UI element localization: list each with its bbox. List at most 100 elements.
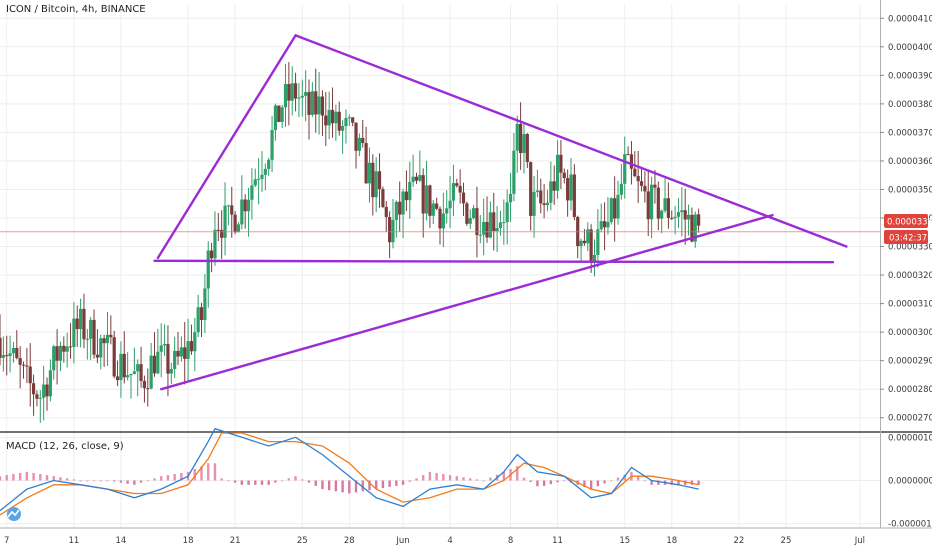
candle-body xyxy=(562,172,566,179)
macd-histogram-bar xyxy=(52,476,55,481)
macd-histogram-bar xyxy=(435,472,438,481)
candle-body xyxy=(673,216,677,219)
candle-body xyxy=(529,162,533,216)
candle-body xyxy=(223,205,227,238)
candle-body xyxy=(569,174,573,201)
candle-body xyxy=(324,115,328,126)
macd-histogram-bar xyxy=(469,478,472,481)
candle-body xyxy=(38,397,42,399)
candle-body xyxy=(213,229,217,259)
candle-body xyxy=(367,162,372,184)
candle-body xyxy=(92,319,96,355)
candle-body xyxy=(196,307,200,333)
candle-body xyxy=(189,341,194,352)
time-axis[interactable]: 7 11 14 18 21 25 28 Jun 4 8 11 15 18 22 25 Jul xyxy=(4,536,865,546)
candle-body xyxy=(438,208,442,229)
candle-body xyxy=(697,214,701,226)
macd-histogram-bar xyxy=(240,480,244,485)
macd-indicator xyxy=(0,427,700,516)
candle-body xyxy=(337,111,341,131)
macd-histogram-bar xyxy=(516,466,519,481)
macd-histogram-bar xyxy=(274,480,277,483)
candle-body xyxy=(579,240,583,247)
macd-histogram-bar xyxy=(381,480,385,489)
candle-body xyxy=(508,193,513,203)
candle-body xyxy=(693,214,697,242)
macd-histogram-bar xyxy=(542,480,546,486)
macd-histogram-bar xyxy=(610,480,613,482)
candle-body xyxy=(260,174,264,179)
candle-body xyxy=(471,208,476,219)
macd-histogram-bar xyxy=(690,480,694,485)
candle-body xyxy=(478,234,482,236)
candle-body xyxy=(552,181,556,191)
candle-body xyxy=(539,190,543,204)
candle-body xyxy=(320,96,325,116)
candle-body xyxy=(515,123,519,151)
candle-body xyxy=(435,203,439,209)
macd-histogram-bar xyxy=(86,480,89,482)
candle-body xyxy=(58,345,63,361)
countdown-badge: 03:42:37 xyxy=(884,230,928,244)
trendline-annotations[interactable] xyxy=(153,34,848,391)
macd-histogram-bar xyxy=(301,479,304,481)
candle-body xyxy=(280,107,284,122)
candle-body xyxy=(199,307,204,320)
time-axis-tick-label: 28 xyxy=(344,536,355,546)
candle-body xyxy=(270,130,274,160)
candle-body xyxy=(549,181,553,203)
candle-body xyxy=(388,217,392,243)
candle-body xyxy=(230,205,234,215)
candle-body xyxy=(233,214,237,233)
macd-histogram-bar xyxy=(583,480,586,487)
time-axis-tick-label: Jun xyxy=(395,536,409,546)
macd-histogram-bar xyxy=(45,475,49,481)
candle-body xyxy=(317,96,321,115)
macd-histogram-bar xyxy=(32,472,35,481)
candle-body xyxy=(0,337,2,358)
macd-histogram-bar xyxy=(657,480,660,485)
candle-body xyxy=(663,198,667,211)
macd-histogram-bar xyxy=(334,480,338,492)
grid xyxy=(0,0,932,529)
macd-histogram-bar xyxy=(368,480,371,491)
macd-histogram-bar xyxy=(563,480,566,482)
macd-histogram-bar xyxy=(200,466,203,481)
candle-body xyxy=(149,355,153,389)
candle-body xyxy=(344,118,348,126)
candle-body xyxy=(589,229,593,262)
candle-body xyxy=(408,181,412,201)
time-axis-tick-label: 25 xyxy=(781,536,792,546)
macd-histogram-bar xyxy=(374,480,378,490)
macd-histogram-bar xyxy=(683,480,687,485)
candle-body xyxy=(327,109,331,126)
macd-histogram-bar xyxy=(180,472,183,481)
macd-histogram-bar xyxy=(173,474,176,481)
countdown-label: 03:42:37 xyxy=(889,234,927,244)
candle-body xyxy=(364,143,368,184)
candle-body xyxy=(5,355,9,357)
candle-body xyxy=(257,178,261,180)
candle-body xyxy=(428,185,432,216)
macd-histogram-bar xyxy=(25,471,29,481)
candle-body xyxy=(582,240,587,244)
candle-body xyxy=(8,353,12,357)
candle-body xyxy=(629,154,634,169)
macd-histogram-bar xyxy=(254,480,257,485)
macd-histogram-bar xyxy=(697,480,700,485)
macd-histogram-bar xyxy=(0,476,2,481)
candle-body xyxy=(109,334,113,338)
candle-body xyxy=(461,192,466,204)
candle-body xyxy=(391,219,395,243)
macd-histogram-bar xyxy=(267,480,270,485)
time-axis-tick-label: 18 xyxy=(666,536,677,546)
macd-histogram-bar xyxy=(119,480,123,483)
logo-icon xyxy=(7,507,21,521)
candle-body xyxy=(357,137,361,151)
candle-body xyxy=(267,159,271,169)
